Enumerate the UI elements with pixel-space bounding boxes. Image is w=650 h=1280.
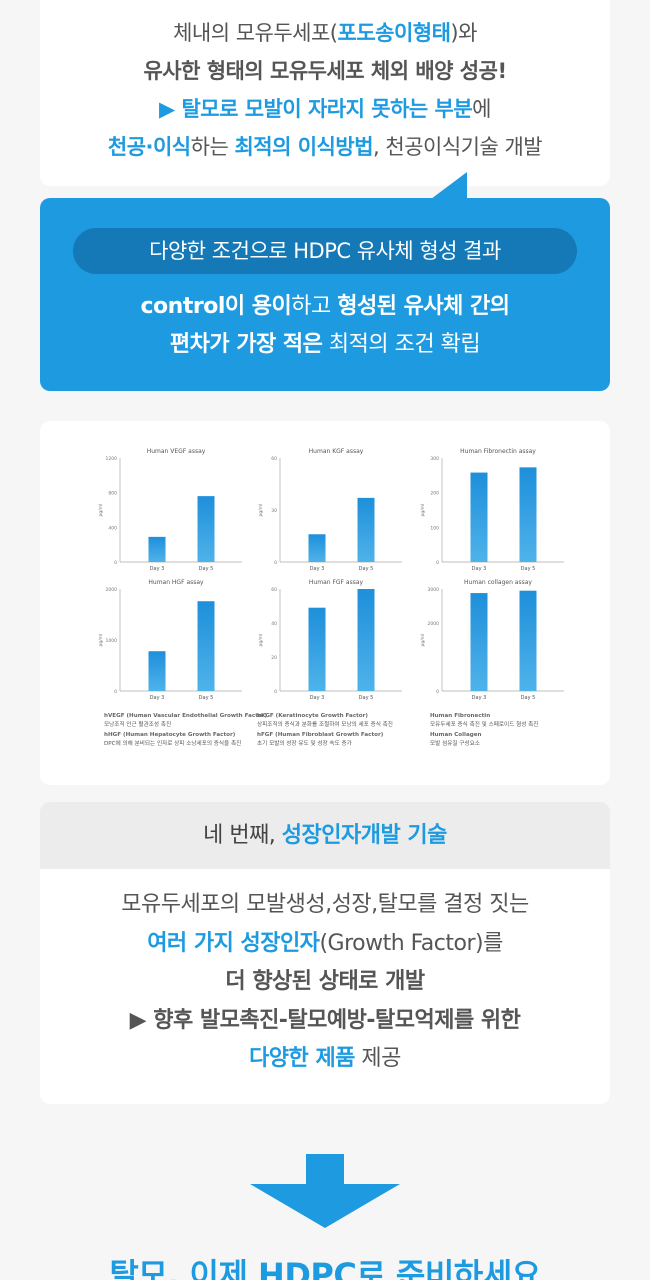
chart-title: Human KGF assay	[309, 448, 364, 455]
chart-bar	[148, 651, 166, 691]
chart-captions: hVEGF (Human Vascular Endothelial Growth…	[104, 713, 538, 747]
chart-y-tick-label: 200	[430, 491, 439, 497]
chart-bar	[197, 496, 215, 562]
chart-x-tick-label: Day 5	[521, 695, 536, 701]
factor-line-1: 모유두세포의 모발생성,성장,탈모를 결정 짓는	[121, 892, 529, 917]
speech-bubble-tail	[431, 172, 467, 199]
chart-y-tick-label: 100	[430, 525, 439, 531]
caption-col3-line4: 모발 섬유질 구성요소	[430, 739, 480, 747]
growth-factor-card: 네 번째, 성장인자개발 기술 모유두세포의 모발생성,성장,탈모를 결정 짓는…	[40, 802, 610, 1104]
chart-y-axis-label: pg/ml	[258, 504, 264, 517]
chart-bar	[519, 590, 537, 691]
chart-bar	[308, 534, 326, 562]
chart-x-tick-label: Day 3	[472, 695, 487, 701]
chart-y-tick-label: 1000	[106, 638, 118, 644]
chart-x-tick-label: Day 3	[310, 566, 325, 572]
result-line-1: control이 용이하고 형성된 유사체 간의	[140, 294, 510, 319]
chart-x-tick-label: Day 5	[199, 695, 214, 701]
caption-col3-line2: 모유두세포 증식 촉진 및 스페로이드 형성 촉진	[430, 720, 538, 728]
chart-y-tick-label: 60	[271, 456, 277, 462]
chart-y-tick-label: 0	[274, 560, 277, 566]
down-arrow-icon	[250, 1154, 400, 1228]
caption-col3-line3: Human Collagen	[430, 732, 482, 738]
chart-bar	[470, 593, 488, 691]
chart-y-tick-label: 3000	[428, 587, 440, 593]
chart-y-axis-label: pg/ml	[420, 634, 426, 647]
chart-title: Human HGF assay	[148, 579, 204, 586]
chart-y-tick-label: 20	[271, 655, 277, 661]
caption-col3-line1: Human Fibronectin	[430, 713, 490, 719]
chart-y-tick-label: 2000	[106, 587, 118, 593]
chart-x-tick-label: Day 5	[199, 566, 214, 572]
factor-line-4: ▶ 향후 발모촉진-탈모예방-탈모억제를 위한	[129, 1007, 521, 1033]
result-line-2: 편차가 가장 적은 최적의 조건 확립	[169, 332, 481, 357]
chart-y-axis-label: pg/ml	[258, 634, 264, 647]
caption-col2-line2: 상피조직의 증식과 분화를 조절하여 모낭의 세포 증식 촉진	[257, 720, 393, 728]
chart-title: Human FGF assay	[309, 579, 364, 586]
chart-title: Human collagen assay	[464, 579, 532, 586]
caption-col2-line4: 초기 모발의 성장 유도 및 성장 속도 증가	[257, 739, 352, 747]
assay-charts-card: Human VEGF assay 1200 800 400 0 pg/ml Day 3 Day…	[40, 421, 610, 785]
chart-x-tick-label: Day 3	[150, 566, 165, 572]
chart-y-tick-label: 0	[274, 689, 277, 695]
intro-line-4: 천공·이식하는 최적의 이식방법, 천공이식기술 개발	[107, 135, 543, 159]
caption-col1-line3: hHGF (Human Hepatocyte Growth Factor)	[104, 732, 236, 738]
chart-x-tick-label: Day 5	[521, 566, 536, 572]
chart-x-tick-label: Day 5	[359, 566, 374, 572]
chart-bar	[308, 607, 326, 691]
chart-y-axis-label: pg/ml	[98, 634, 104, 647]
growth-factor-heading: 네 번째, 성장인자개발 기술	[40, 802, 610, 869]
chart-bar	[357, 497, 375, 562]
chart-y-axis-label: pg/ml	[420, 504, 426, 517]
chart-y-tick-label: 2000	[428, 621, 440, 627]
chart-y-tick-label: 0	[436, 560, 439, 566]
chart-y-tick-label: 0	[114, 560, 117, 566]
chart-y-axis-label: pg/ml	[98, 504, 104, 517]
factor-line-3: 더 향상된 상태로 개발	[225, 969, 425, 994]
chart-y-tick-label: 60	[271, 587, 277, 593]
result-box: 다양한 조건으로 HDPC 유사체 형성 결과 control이 용이하고 형성…	[40, 198, 610, 391]
intro-line-2: 유사한 형태의 모유두세포 체외 배양 성공!	[143, 59, 507, 83]
chart-y-tick-label: 40	[271, 621, 277, 627]
chart-x-tick-label: Day 3	[310, 695, 325, 701]
chart-x-tick-label: Day 3	[472, 566, 487, 572]
result-pill: 다양한 조건으로 HDPC 유사체 형성 결과	[73, 228, 577, 274]
caption-col2-line3: hFGF (Human Fibroblast Growth Factor)	[257, 732, 384, 738]
chart-y-tick-label: 0	[114, 689, 117, 695]
caption-col1-line1: hVEGF (Human Vascular Endothelial Growth…	[104, 713, 267, 719]
chart-y-tick-label: 300	[430, 456, 439, 462]
caption-col1-line2: 모낭조직 인근 혈관조성 촉진	[104, 720, 171, 728]
factor-line-2: 여러 가지 성장인자(Growth Factor)를	[147, 930, 503, 956]
caption-col1-line4: DPC에 의해 분비되는 인자로 상피 소낭세포의 증식을 촉진	[104, 739, 241, 747]
chart-y-tick-label: 1200	[106, 456, 118, 462]
chart-bar	[519, 467, 537, 562]
chart-bar	[470, 472, 488, 562]
chart-bar	[148, 536, 166, 562]
chart-x-tick-label: Day 3	[150, 695, 165, 701]
chart-y-tick-label: 30	[271, 508, 277, 514]
factor-line-5: 다양한 제품 제공	[249, 1046, 401, 1071]
chart-title: Human VEGF assay	[147, 448, 206, 455]
chart-bar	[197, 601, 215, 691]
chart-y-tick-label: 0	[436, 689, 439, 695]
final-heading: 탈모, 이제 HDPC로 준비하세요	[109, 1256, 541, 1280]
chart-y-tick-label: 800	[108, 491, 117, 497]
chart-x-tick-label: Day 5	[359, 695, 374, 701]
intro-card: 체내의 모유두세포(포도송이형태)와 유사한 형태의 모유두세포 체외 배양 성…	[40, 0, 610, 186]
chart-y-tick-label: 400	[108, 525, 117, 531]
intro-line-1: 체내의 모유두세포(포도송이형태)와	[173, 21, 477, 45]
intro-line-3: ▶ 탈모로 모발이 자라지 못하는 부분에	[158, 97, 492, 121]
chart-title: Human Fibronectin assay	[460, 448, 536, 455]
caption-col2-line1: hKGF (Keratinocyte Growth Factor)	[257, 713, 368, 719]
chart-bar	[357, 589, 375, 691]
